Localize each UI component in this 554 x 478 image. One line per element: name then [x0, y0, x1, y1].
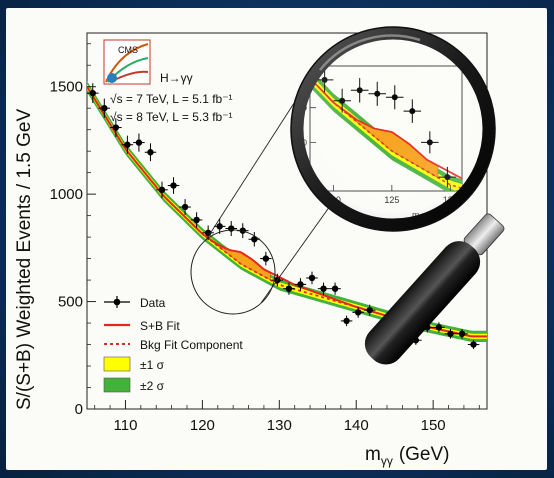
data-point	[352, 306, 364, 318]
x-tick-label: 130	[267, 417, 292, 434]
data-point	[98, 98, 111, 118]
legend-bkg-label: Bkg Fit Component	[140, 338, 243, 352]
legend-sb-label: S+B Fit	[140, 319, 180, 333]
y-tick-label: 500	[58, 294, 83, 311]
data-point	[444, 328, 457, 339]
data-point	[133, 133, 145, 152]
data-point	[306, 271, 318, 285]
zoom-connector-bottom	[260, 205, 331, 304]
data-point	[456, 328, 468, 339]
data-point	[433, 322, 445, 333]
energy-lumi-7tev: √s = 7 TeV, L = 5.1 fb⁻¹	[110, 92, 233, 106]
y-tick-label: 1500	[50, 79, 83, 96]
data-point	[340, 315, 353, 327]
legend-data-label: Data	[140, 296, 166, 310]
x-tick-label: 120	[190, 417, 215, 434]
x-tick-label: 110	[114, 417, 138, 434]
legend-1sigma-swatch	[103, 356, 131, 372]
legend-2sigma-label: ±2 σ	[140, 379, 165, 393]
data-point	[329, 282, 341, 295]
data-point	[144, 143, 157, 162]
y-tick-label: 1000	[50, 186, 83, 203]
x-tick-label: 140	[344, 417, 369, 434]
cms-logo-icon: CMS	[103, 39, 151, 85]
legend-2sigma-swatch	[103, 377, 131, 393]
legend: Data S+B Fit Bkg Fit Component ±1 σ ±2 σ	[103, 296, 243, 393]
y-axis-label: S/(S+B) Weighted Events / 1.5 GeV	[14, 109, 35, 410]
data-point	[260, 251, 272, 266]
data-point	[317, 282, 330, 295]
cms-logo-text: CMS	[118, 45, 138, 55]
x-axis-label: mγγ (GeV)	[365, 444, 450, 468]
data-point	[190, 212, 203, 228]
magnifying-glass-icon: 120125130600700800900 mγγ(GeV)	[290, 26, 505, 365]
data-point	[156, 181, 168, 199]
data-point	[363, 304, 376, 316]
data-point	[167, 177, 180, 194]
data-point	[225, 221, 237, 236]
energy-lumi-8tev: √s = 8 TeV, L = 5.3 fb⁻¹	[110, 110, 233, 124]
data-point	[121, 135, 134, 154]
data-point	[213, 218, 226, 234]
data-point	[467, 340, 480, 350]
data-point	[294, 278, 307, 291]
x-tick-label: 150	[421, 417, 446, 434]
data-point	[179, 199, 191, 215]
y-tick-label: 0	[75, 401, 83, 418]
legend-data-marker	[104, 296, 130, 308]
zoom-region-circle	[190, 229, 276, 315]
data-point	[248, 232, 261, 247]
data-point	[110, 118, 122, 137]
process-label: H→γγ	[160, 71, 193, 85]
data-point	[283, 282, 295, 295]
legend-1sigma-label: ±1 σ	[140, 358, 165, 372]
